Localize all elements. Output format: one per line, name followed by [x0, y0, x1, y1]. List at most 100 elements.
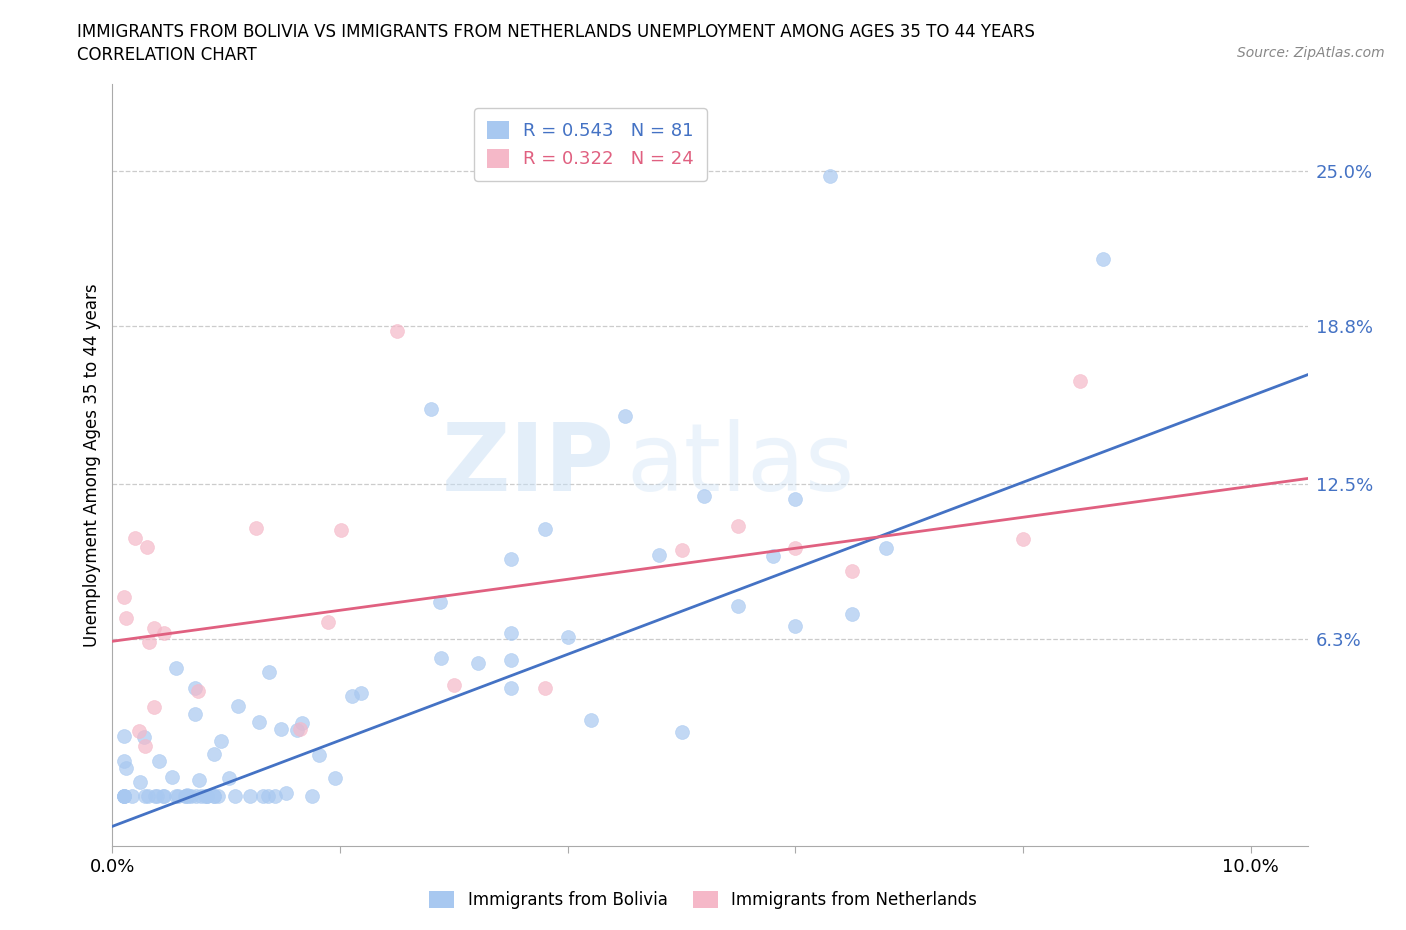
Point: [534, 681, 557, 696]
Point: [534, 522, 557, 537]
Point: [727, 599, 749, 614]
Point: [264, 789, 287, 804]
Point: [340, 689, 363, 704]
Point: [350, 685, 373, 700]
Point: [727, 519, 749, 534]
Point: [148, 754, 170, 769]
Point: [183, 681, 205, 696]
Point: [124, 531, 146, 546]
Point: [785, 541, 807, 556]
Point: [256, 789, 278, 804]
Point: [785, 618, 807, 633]
Point: [467, 656, 489, 671]
Point: [145, 789, 167, 804]
Point: [153, 789, 176, 804]
Point: [443, 678, 465, 693]
Point: [1091, 251, 1114, 266]
Point: [218, 771, 240, 786]
Point: [143, 789, 166, 804]
Point: [648, 548, 671, 563]
Point: [226, 698, 249, 713]
Point: [136, 540, 159, 555]
Y-axis label: Unemployment Among Ages 35 to 44 years: Unemployment Among Ages 35 to 44 years: [83, 284, 101, 646]
Point: [557, 630, 579, 644]
Point: [160, 770, 183, 785]
Point: [259, 665, 281, 680]
Point: [136, 789, 159, 804]
Point: [613, 409, 636, 424]
Point: [841, 564, 863, 578]
Point: [499, 681, 522, 696]
Point: [152, 789, 174, 804]
Point: [209, 734, 232, 749]
Point: [142, 699, 165, 714]
Point: [112, 729, 135, 744]
Point: [121, 789, 143, 804]
Point: [165, 789, 187, 804]
Point: [420, 402, 443, 417]
Point: [128, 724, 150, 738]
Point: [112, 590, 135, 604]
Point: [323, 771, 346, 786]
Point: [152, 626, 174, 641]
Point: [1069, 374, 1091, 389]
Point: [134, 738, 156, 753]
Point: [247, 715, 270, 730]
Point: [167, 789, 190, 804]
Point: [132, 729, 155, 744]
Point: [499, 626, 522, 641]
Point: [288, 722, 311, 737]
Point: [308, 748, 330, 763]
Point: [671, 542, 693, 557]
Point: [174, 789, 197, 804]
Point: [316, 615, 339, 630]
Point: [112, 789, 135, 804]
Point: [187, 772, 209, 787]
Point: [693, 488, 716, 503]
Point: [330, 522, 353, 537]
Point: [285, 723, 308, 737]
Point: [579, 712, 602, 727]
Point: [138, 634, 160, 649]
Point: [194, 789, 217, 804]
Point: [187, 684, 209, 698]
Point: [143, 620, 166, 635]
Point: [197, 789, 219, 804]
Point: [202, 789, 225, 804]
Legend: Immigrants from Bolivia, Immigrants from Netherlands: Immigrants from Bolivia, Immigrants from…: [420, 883, 986, 917]
Point: [207, 789, 229, 804]
Point: [174, 789, 197, 804]
Text: Source: ZipAtlas.com: Source: ZipAtlas.com: [1237, 46, 1385, 60]
Point: [190, 789, 212, 804]
Point: [291, 715, 314, 730]
Point: [301, 789, 323, 804]
Point: [818, 168, 841, 183]
Point: [1012, 531, 1035, 546]
Point: [841, 606, 863, 621]
Point: [239, 789, 262, 804]
Point: [184, 707, 207, 722]
Point: [134, 789, 156, 804]
Point: [165, 660, 187, 675]
Point: [202, 747, 225, 762]
Point: [270, 722, 292, 737]
Text: ZIP: ZIP: [441, 419, 614, 511]
Point: [195, 789, 218, 804]
Point: [112, 789, 135, 804]
Point: [762, 549, 785, 564]
Point: [252, 789, 274, 804]
Point: [202, 789, 225, 804]
Point: [875, 540, 897, 555]
Point: [429, 651, 451, 666]
Point: [385, 324, 408, 339]
Point: [114, 761, 136, 776]
Point: [177, 789, 200, 804]
Legend: R = 0.543   N = 81, R = 0.322   N = 24: R = 0.543 N = 81, R = 0.322 N = 24: [474, 108, 707, 181]
Point: [176, 788, 198, 803]
Point: [785, 491, 807, 506]
Point: [180, 789, 202, 804]
Point: [224, 789, 246, 804]
Point: [128, 775, 150, 790]
Text: IMMIGRANTS FROM BOLIVIA VS IMMIGRANTS FROM NETHERLANDS UNEMPLOYMENT AMONG AGES 3: IMMIGRANTS FROM BOLIVIA VS IMMIGRANTS FR…: [77, 23, 1035, 41]
Point: [112, 789, 135, 804]
